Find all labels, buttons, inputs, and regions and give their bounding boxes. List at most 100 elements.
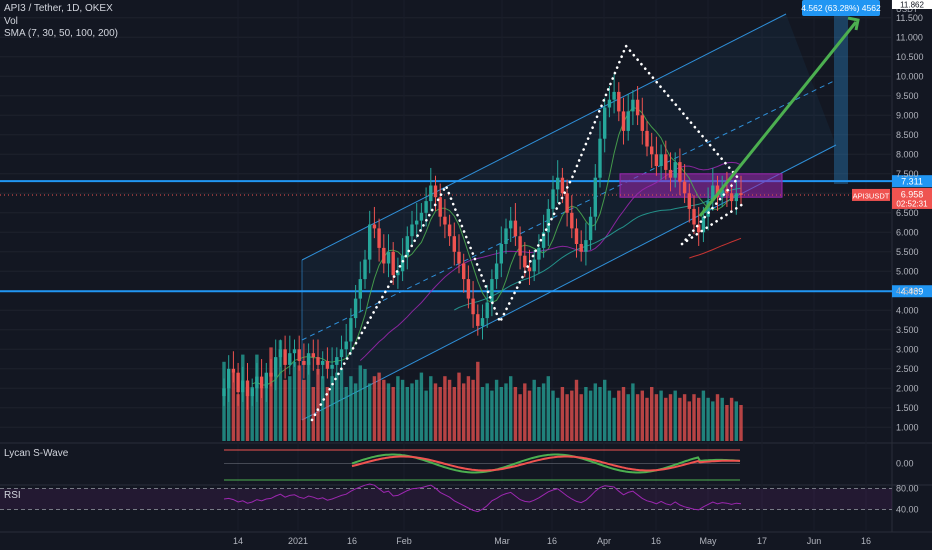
volume-bar	[311, 387, 315, 441]
volume-bar	[570, 390, 574, 441]
time-axis-label: 2021	[288, 536, 308, 546]
volume-bar	[447, 379, 452, 441]
candle-body	[245, 380, 250, 397]
candle-body	[687, 193, 691, 209]
top-price-tag	[892, 0, 932, 9]
volume-bar	[678, 397, 682, 441]
oscillator-pane-label[interactable]: Lycan S-Wave	[4, 448, 69, 459]
volume-bar	[734, 401, 738, 441]
price-axis-label: 8.000	[896, 149, 919, 159]
volume-bar	[363, 369, 367, 441]
volume-bar	[457, 372, 461, 441]
volume-bar	[368, 383, 372, 441]
rsi-pane-label[interactable]: RSI	[4, 490, 21, 501]
volume-bar	[358, 365, 362, 441]
candle-body	[325, 361, 330, 369]
candle-body	[222, 388, 226, 397]
candle-body	[612, 91, 616, 100]
candle-body	[377, 228, 381, 248]
candle-body	[504, 228, 508, 244]
volume-bar	[269, 347, 273, 441]
candle-body	[659, 154, 663, 166]
price-zone-box	[619, 173, 783, 198]
volume-bar	[635, 394, 640, 441]
volume-bar	[452, 387, 456, 441]
volume-bar	[349, 376, 353, 441]
volume-bar	[278, 340, 283, 441]
volume-bar	[429, 376, 433, 441]
measure-label-box	[802, 0, 880, 16]
candle-body	[701, 216, 706, 233]
volume-bar	[612, 397, 616, 441]
volume-bar	[438, 387, 442, 441]
candle-body	[509, 220, 513, 229]
candle-body	[480, 318, 485, 326]
candle-body	[499, 244, 503, 264]
volume-bar	[264, 383, 268, 441]
candle-body	[556, 177, 560, 190]
volume-bar	[546, 376, 550, 441]
volume-bar	[725, 405, 729, 441]
current-price-label: 6.958	[901, 189, 924, 199]
osc-wave-slow	[351, 455, 741, 472]
level-price-tag	[892, 285, 932, 298]
price-axis-label: 10.000	[896, 71, 924, 81]
level-price-tag	[892, 175, 932, 188]
candle-body	[579, 244, 583, 252]
volume-bar	[231, 372, 236, 441]
volume-indicator-label[interactable]: Vol	[4, 16, 18, 27]
candle-body	[574, 228, 579, 244]
candle-body	[729, 193, 734, 202]
regression-channel-fill	[302, 14, 836, 420]
candle-body	[400, 255, 405, 272]
volume-bar	[715, 394, 720, 441]
volume-bar	[593, 383, 597, 441]
time-axis-label: Mar	[494, 536, 510, 546]
candle-body	[734, 193, 738, 202]
sma-indicator-label[interactable]: SMA (7, 30, 50, 100, 200)	[4, 28, 118, 39]
candle-body	[339, 349, 344, 358]
time-axis-label: 17	[757, 536, 767, 546]
sma-50-line	[454, 187, 742, 311]
candle-body	[706, 201, 710, 217]
volume-bar	[617, 390, 621, 441]
volume-bar	[321, 376, 325, 441]
volume-bar	[443, 376, 447, 441]
candle-body	[588, 216, 593, 241]
volume-bar	[480, 387, 485, 441]
candle-body	[316, 357, 320, 365]
volume-bar	[640, 390, 644, 441]
price-axis-label: 5.500	[896, 247, 919, 257]
level-price-label: 7.311	[901, 177, 923, 187]
candle-body	[443, 216, 447, 225]
candle-body	[471, 298, 475, 315]
candle-body	[386, 251, 391, 264]
price-axis-unit: USDT	[896, 5, 918, 14]
volume-bar	[537, 387, 541, 441]
candle-body	[551, 189, 555, 209]
time-axis-label: 16	[547, 536, 557, 546]
candle-body	[593, 177, 597, 217]
countdown-label: 02:52:31	[896, 199, 928, 208]
volume-bar	[405, 387, 409, 441]
candle-body	[241, 380, 245, 393]
volume-bar	[668, 394, 673, 441]
volume-bar	[626, 394, 630, 441]
candle-body	[682, 181, 687, 194]
candle-body	[288, 353, 292, 365]
volume-bar	[739, 405, 743, 441]
volume-bar	[471, 379, 475, 441]
candle-body	[330, 364, 334, 369]
volume-bar	[697, 397, 701, 441]
volume-bar	[283, 379, 287, 441]
candle-body	[227, 368, 231, 389]
candle-body	[541, 232, 546, 248]
volume-bar	[386, 383, 391, 441]
candle-body	[259, 376, 264, 389]
candle-body	[654, 154, 659, 166]
candle-body	[424, 201, 428, 213]
price-axis-label: 6.500	[896, 208, 919, 218]
volume-bar	[711, 401, 715, 441]
